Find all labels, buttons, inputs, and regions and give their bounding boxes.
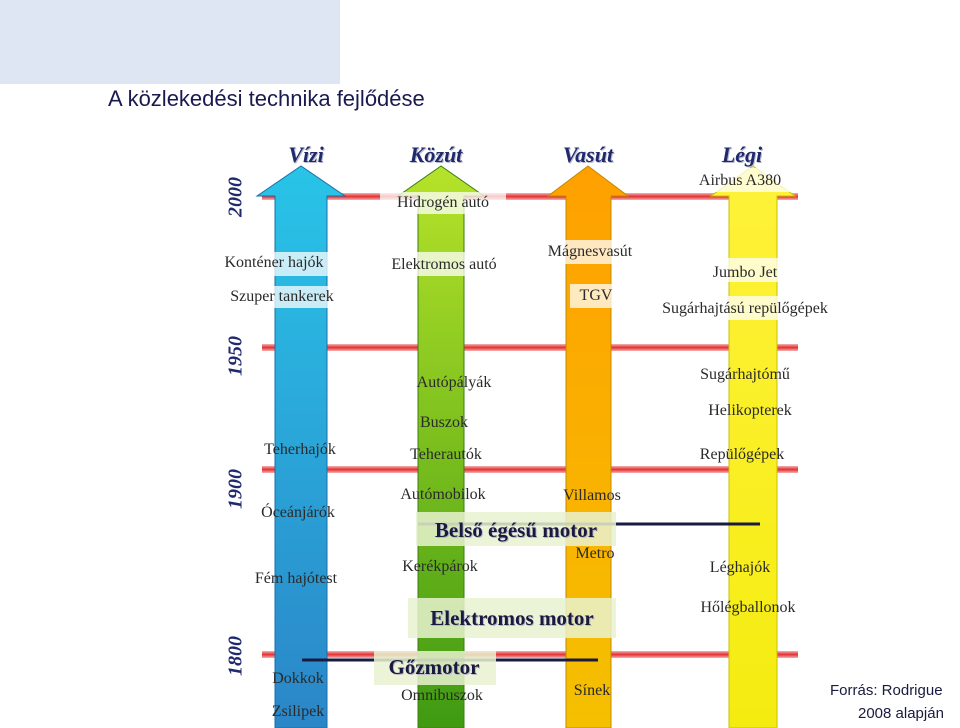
road-item: Hidrogén autó — [397, 194, 489, 211]
air-item: Sugárhajtású repülőgépek — [662, 300, 828, 317]
source-line-1: Forrás: Rodrigue — [830, 682, 943, 699]
engine-internal-combustion: Belső égésű motor — [434, 518, 598, 542]
year-1900: 1900 — [224, 469, 247, 509]
timeline-line-1800 — [262, 651, 798, 658]
rail-item: TGV — [579, 287, 613, 304]
road-item: Elektromos autó — [391, 256, 497, 273]
timeline-line-1950 — [262, 344, 798, 351]
road-item: Omnibuszok — [401, 687, 483, 704]
water-item: Óceánjárók — [261, 504, 335, 521]
rail-item: Villamos — [563, 487, 621, 504]
air-item: Hőlégballonok — [700, 599, 796, 616]
water-item: Zsilipek — [271, 703, 325, 720]
water-item: Dokkok — [272, 670, 324, 687]
steam-engine-box — [374, 651, 496, 685]
air-item: Jumbo Jet — [712, 264, 778, 281]
header-water: Vízi — [288, 142, 324, 167]
header-road: Közút — [409, 142, 463, 167]
electric-motor-box — [408, 598, 616, 638]
year-1800: 1800 — [224, 636, 247, 676]
air-item: Helikopterek — [708, 402, 792, 419]
road-item: Teherautók — [410, 446, 482, 463]
timeline-line-1900 — [262, 466, 798, 473]
year-2000: 2000 — [224, 177, 247, 217]
internal-combustion-box — [416, 512, 616, 546]
page-title: A közlekedési technika fejlődése — [108, 86, 425, 111]
road-item: Autómobilok — [400, 486, 486, 503]
source-line-2: 2008 alapján — [858, 705, 944, 722]
air-item: Sugárhajtómű — [700, 366, 790, 383]
engine-electric: Elektromos motor — [430, 606, 594, 630]
header-air: Légi — [721, 142, 763, 167]
rail-item: Metro — [575, 545, 615, 562]
title-background-band — [0, 0, 340, 84]
timeline-line-2000 — [262, 193, 798, 200]
road-item: Kerékpárok — [402, 558, 478, 575]
water-item: Konténer hajók — [224, 254, 324, 271]
water-item: Fém hajótest — [254, 570, 338, 587]
air-item: Repülőgépek — [699, 446, 785, 463]
rail-item: Sínek — [573, 682, 611, 699]
water-item: Teherhajók — [264, 441, 336, 458]
year-1950: 1950 — [224, 336, 247, 376]
road-item: Autópályák — [416, 374, 492, 391]
engine-steam: Gőzmotor — [388, 655, 480, 679]
header-rail: Vasút — [562, 142, 614, 167]
rail-item: Mágnesvasút — [547, 243, 633, 260]
water-item: Szuper tankerek — [230, 288, 334, 305]
air-item: Léghajók — [709, 559, 771, 576]
air-item: Airbus A380 — [698, 172, 782, 189]
road-item: Buszok — [420, 414, 468, 431]
